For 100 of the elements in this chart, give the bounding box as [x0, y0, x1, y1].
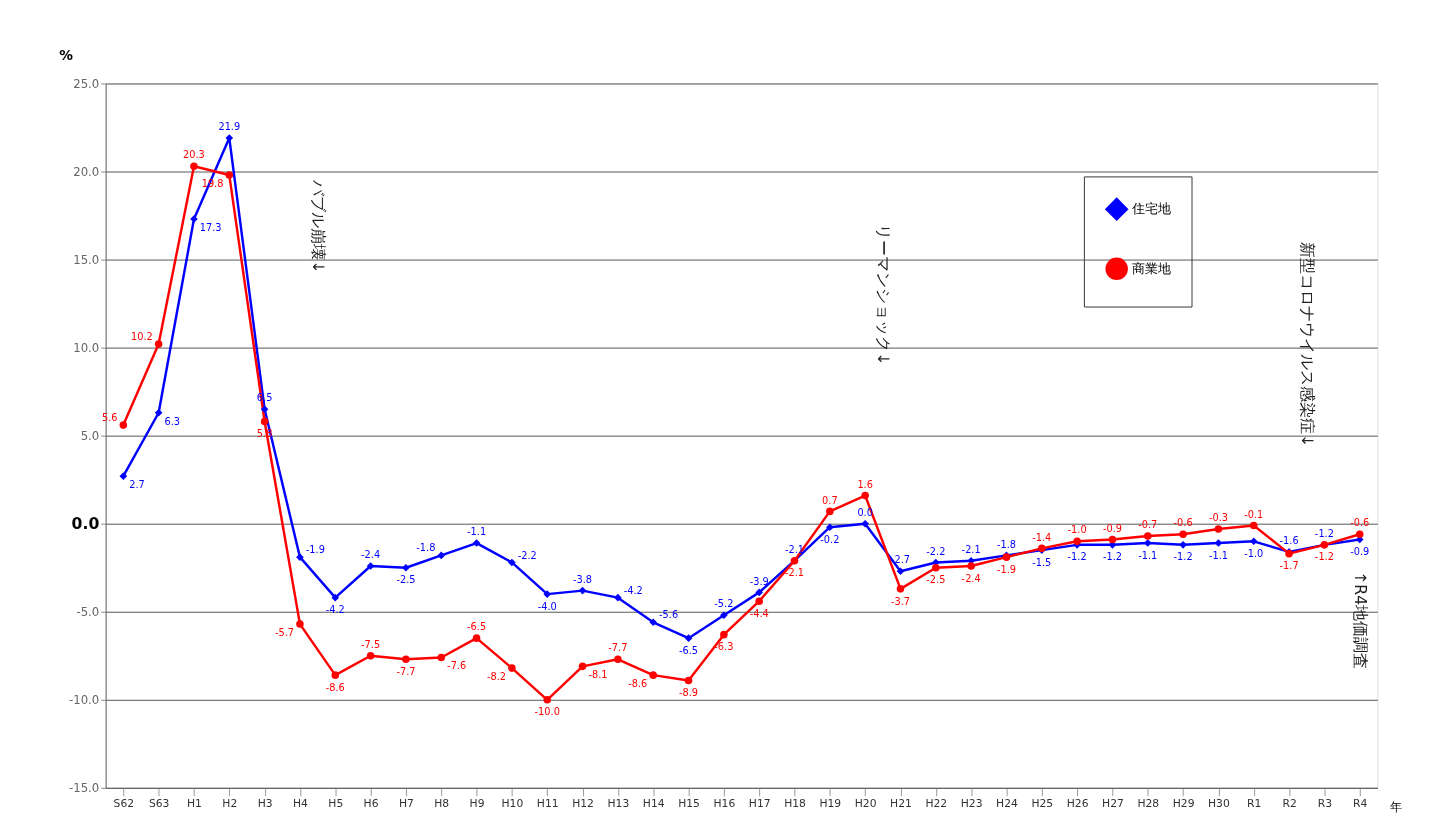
data-label: -6.3 — [714, 641, 734, 653]
point — [720, 611, 728, 620]
y-tick-label: 15.0 — [73, 252, 100, 267]
y-tick-label: 10.0 — [73, 341, 100, 356]
data-label: -2.2 — [517, 549, 537, 561]
annotation: バブル崩壊↓ — [308, 179, 328, 274]
data-label: -2.1 — [784, 543, 805, 555]
x-tick-label: H26 — [1066, 796, 1089, 810]
x-tick-label: R1 — [1247, 796, 1262, 810]
data-label: -4.0 — [537, 600, 557, 612]
point — [614, 593, 622, 602]
y-tick-label: 0.0 — [71, 514, 100, 534]
point — [967, 562, 975, 570]
data-label: -1.9 — [305, 544, 325, 556]
data-label: -1.7 — [1279, 560, 1299, 572]
x-tick-label: H5 — [328, 796, 344, 810]
data-label: -0.1 — [1244, 508, 1264, 520]
point — [1143, 532, 1152, 540]
point — [190, 162, 198, 171]
data-label: -1.2 — [1314, 528, 1334, 540]
annotation: 新型コロナウイルス感染症↓ — [1297, 241, 1317, 448]
point — [154, 340, 163, 348]
point — [437, 653, 446, 662]
x-tick-label: S62 — [113, 796, 135, 810]
data-label: -1.2 — [1067, 551, 1087, 563]
point — [1355, 530, 1364, 539]
x-tick-label: H11 — [536, 796, 559, 810]
point — [1249, 521, 1258, 530]
data-label: -4.4 — [749, 607, 769, 619]
data-label: -1.6 — [1279, 535, 1299, 547]
point — [543, 590, 552, 598]
x-tick-label: H1 — [186, 796, 202, 810]
data-label: -7.5 — [361, 638, 381, 650]
point — [1249, 537, 1258, 546]
y-tick-label: -10.0 — [68, 693, 100, 708]
point — [366, 651, 375, 660]
data-label: -2.2 — [926, 545, 946, 557]
point — [437, 551, 446, 560]
x-tick-label: H25 — [1031, 796, 1054, 810]
point — [861, 491, 869, 500]
data-label: -6.5 — [679, 644, 699, 656]
x-tick-label: H22 — [925, 796, 948, 810]
data-label: -1.1 — [1138, 549, 1158, 561]
data-label: -0.3 — [1208, 512, 1228, 524]
y-tick-label: -15.0 — [68, 781, 100, 796]
data-label: -2.5 — [396, 574, 416, 586]
point — [119, 421, 128, 429]
x-tick-label: R3 — [1317, 796, 1333, 810]
data-label: -7.7 — [608, 642, 628, 654]
point — [614, 655, 622, 664]
x-tick-label: H14 — [642, 796, 665, 810]
data-label: -8.6 — [628, 677, 648, 689]
data-label: -2.4 — [961, 572, 981, 584]
x-tick-label: H4 — [292, 796, 309, 810]
point — [402, 563, 410, 572]
data-label: -1.1 — [1208, 549, 1228, 561]
data-label: 6.3 — [164, 415, 181, 427]
x-tick-label: H17 — [748, 796, 771, 810]
data-label: -1.5 — [1032, 556, 1052, 568]
data-label: -1.2 — [1314, 551, 1334, 563]
x-tick-label: H21 — [890, 796, 912, 810]
point — [896, 585, 905, 593]
data-label: -10.0 — [534, 706, 560, 718]
data-label: 20.3 — [183, 149, 205, 161]
x-tick-label: H20 — [854, 796, 877, 810]
x-tick-label: H24 — [996, 796, 1018, 810]
x-tick-label: H8 — [434, 796, 450, 810]
data-label: -8.6 — [325, 681, 345, 693]
point — [154, 408, 163, 417]
data-label: -7.7 — [396, 665, 416, 677]
point — [896, 567, 905, 576]
point — [1179, 541, 1187, 549]
point — [578, 662, 587, 671]
x-tick-label: H2 — [222, 796, 238, 810]
point — [225, 134, 234, 142]
point — [649, 671, 657, 679]
data-label: -1.0 — [1067, 524, 1087, 536]
data-label: -0.7 — [1138, 519, 1158, 531]
data-label: 21.9 — [218, 121, 241, 133]
y-tick-label: 5.0 — [80, 429, 100, 444]
data-label: -3.8 — [573, 573, 593, 585]
data-label: -2.1 — [961, 543, 981, 555]
x-tick-label: S63 — [148, 796, 170, 810]
point — [260, 417, 269, 426]
x-tick-label: R2 — [1282, 796, 1297, 810]
data-label: -2.1 — [784, 567, 805, 579]
x-tick-label: H27 — [1102, 796, 1124, 810]
data-label: -1.8 — [416, 542, 436, 554]
point — [684, 676, 693, 685]
y-axis-title: % — [59, 46, 74, 63]
point — [260, 405, 269, 414]
data-label: -0.2 — [820, 533, 840, 545]
data-label: -0.9 — [1350, 546, 1370, 558]
point — [225, 171, 234, 179]
point — [472, 539, 481, 547]
data-label: -3.9 — [749, 575, 769, 587]
x-tick-label: H3 — [257, 796, 273, 810]
point — [1073, 537, 1081, 546]
y-tick-label: -5.0 — [76, 605, 100, 620]
point — [402, 655, 410, 664]
